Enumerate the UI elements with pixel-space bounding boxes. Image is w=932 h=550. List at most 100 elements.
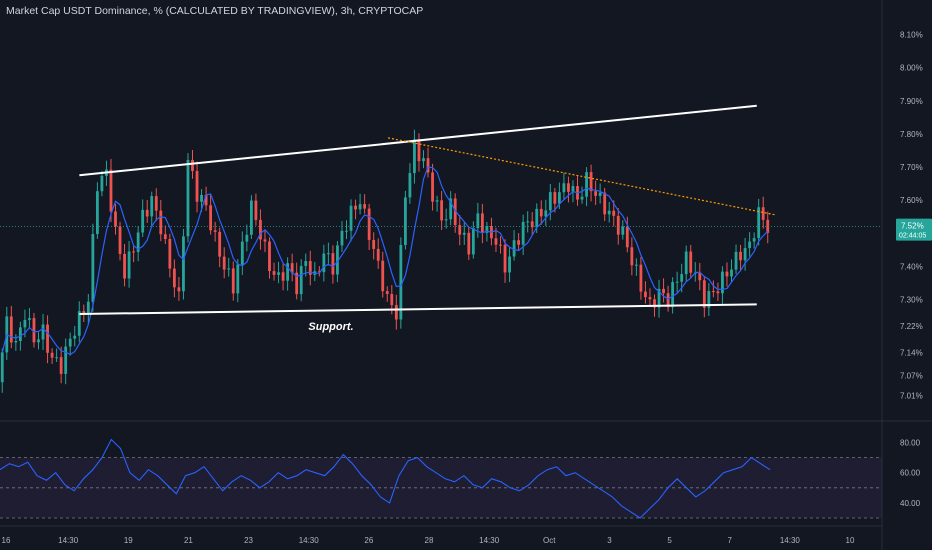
candle-body <box>521 221 525 245</box>
candle-body <box>308 261 312 275</box>
candle-body <box>37 339 40 343</box>
time-tick-label: 3 <box>607 536 612 545</box>
price-tick-label: 7.07% <box>900 372 923 381</box>
support-label: Support. <box>308 321 353 333</box>
candle-body <box>59 357 63 374</box>
countdown-label: 02:44:05 <box>899 233 926 240</box>
price-tick-label: 8.10% <box>900 31 923 40</box>
candle-body <box>503 244 507 273</box>
candle-body <box>132 251 136 253</box>
candle-body <box>290 263 294 273</box>
candle-body <box>530 221 534 228</box>
candle-body <box>390 293 394 306</box>
candle-body <box>675 281 679 283</box>
descending-trendline <box>387 137 777 216</box>
candle-body <box>231 268 235 294</box>
candle-body <box>227 268 231 270</box>
candle-body <box>394 305 398 320</box>
candle-body <box>100 175 104 192</box>
candle-body <box>118 226 122 254</box>
candle-body <box>249 200 253 235</box>
candle-body <box>761 207 765 220</box>
candle-body <box>322 253 326 273</box>
candle-body <box>680 274 684 282</box>
candle-body <box>236 264 240 294</box>
candle-body <box>32 318 36 343</box>
candle-body <box>154 196 158 211</box>
price-tick-label: 7.30% <box>900 295 923 304</box>
candle-body <box>526 221 530 223</box>
candle-body <box>721 271 724 294</box>
candle-body <box>50 352 54 358</box>
candle-body <box>345 230 348 232</box>
candle-body <box>259 219 262 240</box>
candle-body <box>508 256 511 273</box>
candle-body <box>299 265 303 295</box>
candle-body <box>671 282 675 308</box>
channel-line <box>79 303 757 315</box>
candle-body <box>417 139 421 162</box>
candle-body <box>91 234 95 302</box>
candle-body <box>317 271 321 273</box>
candle-body <box>567 183 570 192</box>
candle-body <box>462 232 466 235</box>
rsi-tick-label: 80.00 <box>900 439 921 448</box>
candle-body <box>254 200 258 220</box>
candle-body <box>698 272 702 281</box>
candle-body <box>403 197 407 246</box>
candle-body <box>281 272 285 281</box>
candle-body <box>209 205 213 231</box>
candle-body <box>739 251 742 261</box>
rsi-tick-label: 40.00 <box>900 499 921 508</box>
candle-body <box>435 200 439 202</box>
candle-body <box>114 211 117 227</box>
candle-body <box>186 159 190 237</box>
candle-body <box>399 245 403 320</box>
time-tick-label: 7 <box>727 536 732 545</box>
candle-body <box>331 253 335 275</box>
candle-body <box>603 192 607 215</box>
candle-body <box>240 241 244 265</box>
candle-body <box>381 260 385 292</box>
candle-body <box>512 240 516 257</box>
rsi-tick-label: 60.00 <box>900 469 921 478</box>
candle-body <box>449 198 453 220</box>
last-price-tag <box>896 218 932 241</box>
candle-body <box>200 194 203 202</box>
candle-body <box>263 239 267 242</box>
candle-body <box>268 241 271 272</box>
candle-body <box>557 192 561 204</box>
time-tick-label: 14:30 <box>479 536 500 545</box>
candle-body <box>553 192 557 204</box>
candle-body <box>499 244 502 246</box>
candle-body <box>340 230 344 246</box>
price-tick-label: 7.01% <box>900 391 923 400</box>
price-tick-label: 7.80% <box>900 130 923 139</box>
candle-body <box>349 205 353 231</box>
candle-body <box>598 192 602 196</box>
candle-body <box>471 228 475 255</box>
price-tick-label: 7.60% <box>900 196 923 205</box>
candle-body <box>385 291 389 294</box>
candle-body <box>0 352 4 383</box>
candle-body <box>548 192 552 211</box>
candle-body <box>467 232 471 255</box>
price-tick-label: 7.70% <box>900 163 923 172</box>
time-tick-label: 28 <box>425 536 434 545</box>
candle-body <box>82 311 86 314</box>
candle-body <box>589 172 593 192</box>
candle-body <box>150 196 154 217</box>
time-tick-label: 10 <box>846 536 855 545</box>
candle-body <box>218 231 222 257</box>
candle-body <box>213 230 217 232</box>
candle-body <box>440 200 444 221</box>
candle-body <box>18 327 22 341</box>
candle-body <box>607 210 611 215</box>
candle-body <box>136 232 140 252</box>
candle-body <box>612 210 616 216</box>
candle-body <box>222 256 226 270</box>
time-tick-label: 14:30 <box>58 536 79 545</box>
candle-body <box>535 208 539 228</box>
candle-body <box>363 204 367 209</box>
